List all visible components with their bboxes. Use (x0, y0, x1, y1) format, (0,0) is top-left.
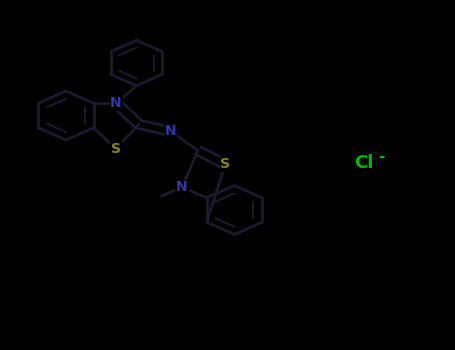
Text: N: N (176, 180, 188, 194)
Text: Cl: Cl (354, 154, 374, 172)
Text: N: N (165, 124, 177, 138)
Text: S: S (220, 158, 230, 172)
Text: -: - (378, 149, 384, 164)
Text: S: S (111, 142, 121, 156)
Text: N: N (110, 96, 122, 110)
